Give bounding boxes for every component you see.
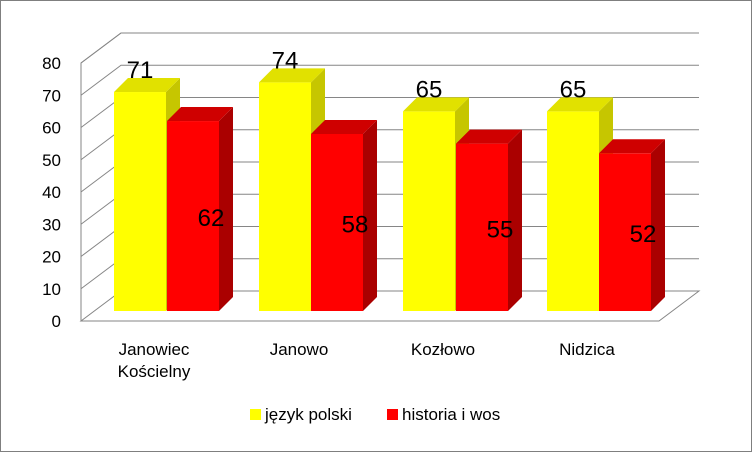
legend: język polski historia i wos	[250, 405, 500, 424]
gridline	[80, 64, 699, 96]
y-tick-label: 40	[42, 183, 61, 202]
bar-top	[456, 129, 522, 144]
data-label: 55	[487, 216, 514, 243]
data-label: 62	[198, 205, 225, 232]
bar-front	[114, 92, 166, 312]
x-tick-label: Janowiec Kościelny	[118, 340, 191, 381]
bar-front	[167, 121, 219, 311]
y-tick-label: 0	[52, 312, 61, 331]
bar-front	[547, 111, 599, 311]
y-tick-label: 30	[42, 215, 61, 234]
bar-top	[547, 97, 613, 112]
bar-top	[311, 119, 377, 134]
y-tick-label: 50	[42, 151, 61, 170]
bar-side	[651, 139, 665, 311]
x-tick-label: Kozłowo	[411, 340, 475, 359]
bar-top	[167, 107, 233, 122]
bar-top	[114, 78, 180, 93]
bar-top	[599, 139, 665, 154]
x-tick-label: Nidzica	[559, 340, 615, 359]
data-label: 74	[272, 47, 299, 74]
bar-side	[508, 129, 522, 311]
bar-top	[259, 68, 325, 83]
legend-label: język polski	[264, 405, 352, 424]
bar-front	[403, 111, 455, 311]
bar-top	[403, 97, 469, 112]
x-axis-labels: Janowiec Kościelny Janowo Kozłowo Nidzica	[118, 340, 616, 381]
gridline	[80, 32, 699, 64]
bars	[114, 68, 665, 312]
legend-swatch	[387, 409, 398, 420]
y-tick-label: 70	[42, 86, 61, 105]
y-tick-label: 20	[42, 248, 61, 267]
data-labels: 71 62 74 58 65 55 65 52	[127, 47, 657, 248]
data-label: 71	[127, 57, 154, 84]
legend-label: historia i wos	[402, 405, 500, 424]
bar-side	[219, 107, 233, 311]
bar-front	[599, 153, 651, 311]
legend-swatch	[250, 409, 261, 420]
data-label: 65	[416, 76, 443, 103]
y-tick-label: 80	[42, 54, 61, 73]
data-label: 58	[342, 211, 369, 238]
bar-front	[259, 82, 311, 311]
bar-side	[363, 119, 377, 311]
y-tick-label: 60	[42, 119, 61, 138]
chart-floor	[79, 290, 701, 322]
y-axis-ticks: 0 10 20 30 40 50 60 70 80	[42, 54, 61, 331]
bar-front	[311, 133, 363, 311]
data-label: 52	[630, 221, 657, 248]
x-tick-label: Janowo	[270, 340, 329, 359]
data-label: 65	[560, 76, 587, 103]
y-tick-label: 10	[42, 280, 61, 299]
bar-front	[456, 143, 508, 311]
